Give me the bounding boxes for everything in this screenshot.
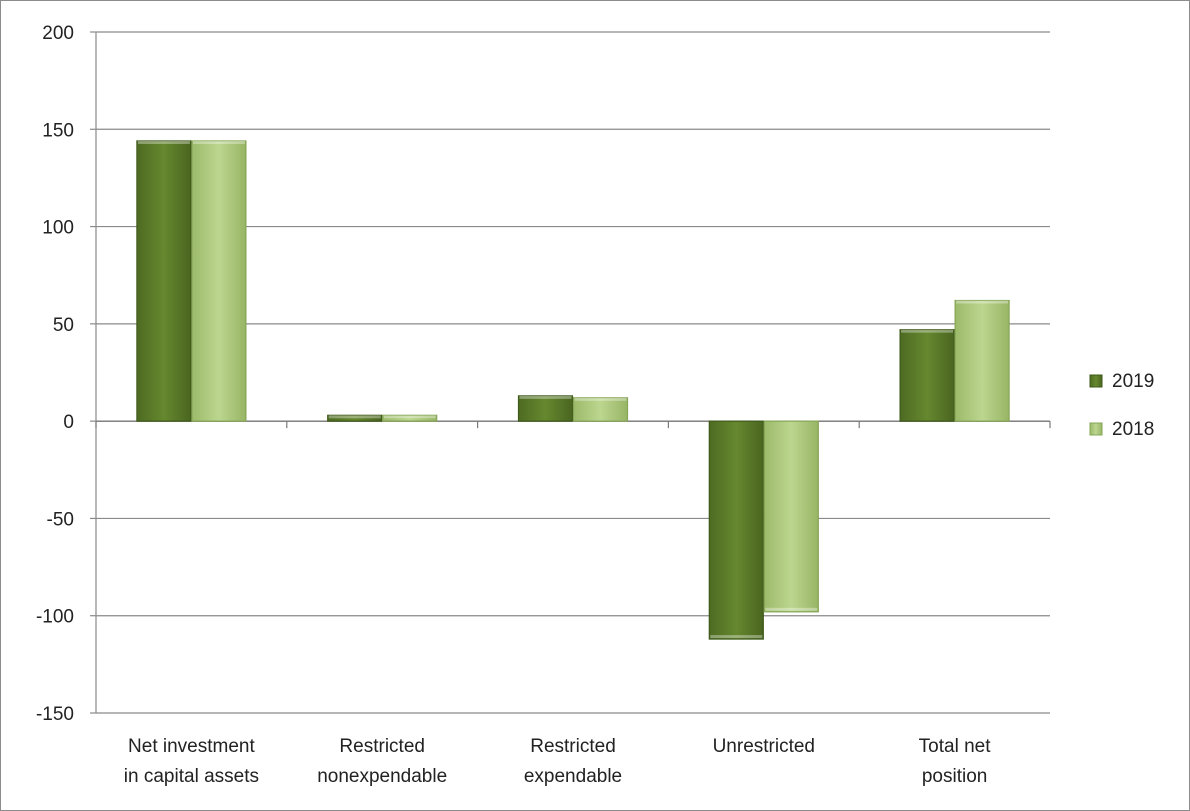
bar-bevel	[192, 140, 245, 144]
bar-2018-4	[954, 299, 1010, 422]
bars	[136, 140, 1010, 640]
bar-bevel	[137, 140, 190, 144]
y-tick-label: 50	[53, 315, 74, 336]
x-tick-label: expendable	[524, 766, 622, 787]
y-tick-label: -50	[47, 509, 74, 530]
legend-label-2018: 2018	[1112, 419, 1154, 440]
bar-bevel	[901, 329, 954, 333]
x-tick-label: Net investment	[128, 736, 255, 757]
bar-2019-1	[327, 414, 383, 422]
x-tick-label: Restricted	[339, 736, 425, 757]
legend-swatch-2018	[1089, 422, 1103, 436]
bar-2019-2	[517, 395, 574, 422]
bar-2019-0	[136, 140, 192, 422]
legend: 2019 2018	[1089, 371, 1154, 440]
x-tick-label: nonexpendable	[317, 766, 447, 787]
bar-bevel	[765, 607, 818, 611]
labels: 200 150 100 50 0 -50 -100 -150 Net investment in …	[36, 23, 991, 787]
bar-2018-3	[763, 420, 819, 613]
bar-bevel	[519, 395, 572, 399]
y-tick-label: 150	[42, 120, 74, 141]
y-tick-label: -100	[36, 607, 74, 628]
bar-2019-3	[708, 420, 764, 640]
bar-2019-4	[899, 329, 955, 422]
y-tick-label: 0	[63, 412, 74, 433]
bar-bevel	[574, 397, 627, 401]
x-tick-label: in capital assets	[124, 766, 259, 787]
x-tick-label: position	[922, 766, 988, 787]
y-tick-label: -150	[36, 704, 74, 725]
bar-bevel	[956, 300, 1009, 304]
y-tick-label: 100	[42, 218, 74, 239]
bar-bevel	[383, 415, 436, 419]
bar-2018-2	[572, 397, 629, 422]
bar-2018-0	[191, 140, 247, 422]
x-tick-label: Unrestricted	[713, 736, 815, 757]
bar-2018-1	[382, 414, 438, 422]
y-tick-label: 200	[42, 23, 74, 44]
x-tick-label: Restricted	[530, 736, 616, 757]
bar-bevel	[710, 635, 763, 639]
bar-bevel	[328, 415, 381, 419]
legend-label-2019: 2019	[1112, 371, 1154, 392]
x-tick-label: Total net	[919, 736, 992, 757]
legend-swatch-2019	[1089, 374, 1103, 388]
